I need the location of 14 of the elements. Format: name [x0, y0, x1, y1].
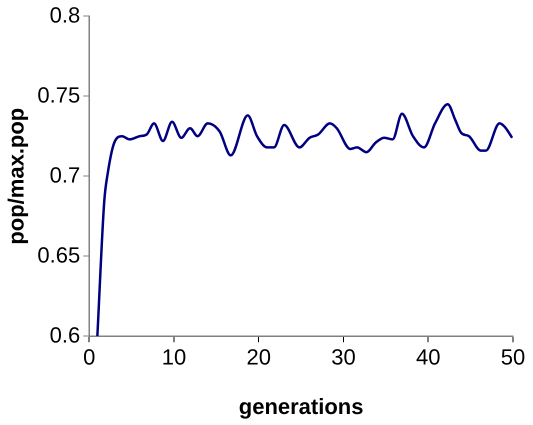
- y-tick-label: 0.75: [37, 82, 80, 108]
- x-tick-label: 0: [83, 344, 96, 370]
- x-tick-label: 20: [246, 344, 271, 370]
- x-tick-label: 10: [162, 344, 186, 370]
- line-series: [96, 102, 513, 336]
- y-tick-label: 0.8: [50, 2, 80, 28]
- x-tick-label: 40: [416, 344, 440, 370]
- x-tick-label: 50: [500, 344, 526, 370]
- x-axis-title: generations: [238, 394, 364, 419]
- x-tick-label: 30: [331, 344, 356, 370]
- y-axis-title: pop/max.pop: [3, 108, 28, 245]
- y-tick-label: 0.7: [50, 162, 80, 188]
- y-tick-label: 0.65: [37, 242, 80, 268]
- y-tick-label: 0.6: [50, 322, 80, 348]
